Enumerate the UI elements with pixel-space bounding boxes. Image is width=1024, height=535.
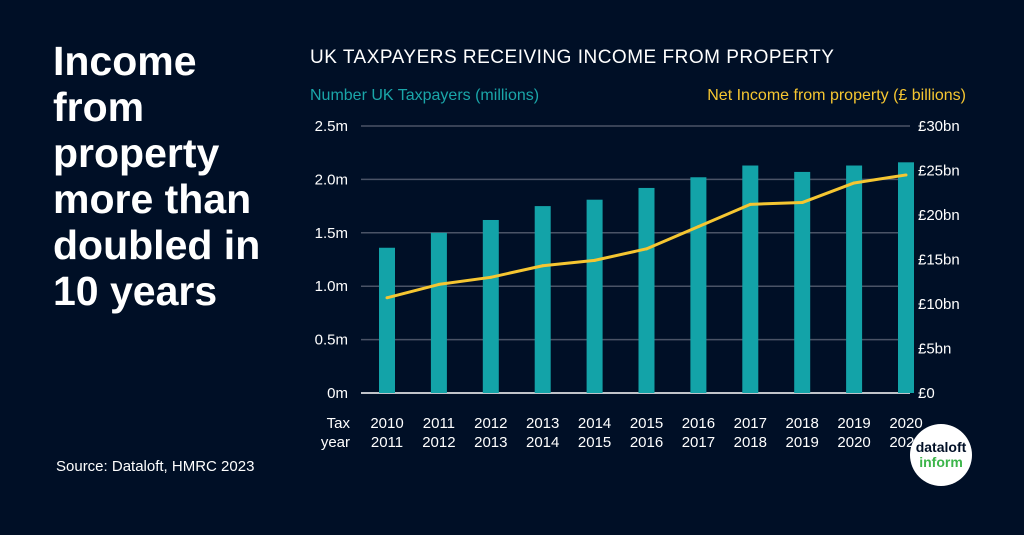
y-left-tick-label: 1.0m bbox=[315, 278, 348, 295]
x-tick-label: 2015 bbox=[578, 434, 611, 451]
x-tick-label: 2011 bbox=[371, 434, 403, 451]
y-left-tick-label: 0.5m bbox=[315, 332, 348, 349]
x-tick-label: 2020 bbox=[837, 434, 870, 451]
bar bbox=[742, 165, 759, 393]
x-tick-label: 2013 bbox=[526, 415, 559, 432]
x-axis-label: year bbox=[321, 434, 350, 451]
bar bbox=[586, 199, 603, 393]
bar bbox=[898, 162, 914, 393]
x-tick-label: 2020 bbox=[889, 415, 922, 432]
income-point bbox=[593, 258, 597, 262]
x-tick-label: 2016 bbox=[682, 415, 715, 432]
income-point bbox=[385, 296, 389, 300]
x-tick-label: 2018 bbox=[786, 415, 819, 432]
x-tick-label: 2013 bbox=[474, 434, 507, 451]
bar bbox=[638, 187, 655, 393]
y-right-tick-label: £15bn bbox=[918, 252, 960, 269]
dataloft-logo: dataloft inform bbox=[910, 424, 972, 486]
bar bbox=[430, 232, 447, 393]
income-point bbox=[904, 173, 908, 177]
right-axis-legend: Net Income from property (£ billions) bbox=[707, 87, 966, 104]
y-right-tick-label: £20bn bbox=[918, 207, 960, 224]
y-right-tick-label: £30bn bbox=[918, 118, 960, 135]
income-point bbox=[437, 282, 441, 286]
x-tick-label: 2010 bbox=[370, 415, 403, 432]
income-point bbox=[696, 225, 700, 229]
x-tick-label: 2011 bbox=[423, 415, 455, 432]
income-point bbox=[541, 264, 545, 268]
x-tick-label: 2018 bbox=[734, 434, 767, 451]
y-left-tick-label: 0m bbox=[327, 385, 348, 402]
x-tick-label: 2017 bbox=[734, 415, 767, 432]
x-tick-label: 2012 bbox=[422, 434, 455, 451]
y-right-tick-label: £10bn bbox=[918, 296, 960, 313]
y-left-tick-label: 2.0m bbox=[315, 171, 348, 188]
y-right-tick-label: £25bn bbox=[918, 163, 960, 180]
x-tick-label: 2015 bbox=[630, 415, 663, 432]
bar bbox=[690, 177, 707, 393]
chart-title: UK TAXPAYERS RECEIVING INCOME FROM PROPE… bbox=[310, 47, 835, 68]
y-right-tick-label: £0 bbox=[918, 385, 935, 402]
x-tick-label: 2019 bbox=[786, 434, 819, 451]
income-point bbox=[748, 202, 752, 206]
x-tick-label: 2016 bbox=[630, 434, 663, 451]
source-note: Source: Dataloft, HMRC 2023 bbox=[56, 458, 255, 475]
x-tick-label: 2017 bbox=[682, 434, 715, 451]
income-point bbox=[489, 275, 493, 279]
bar bbox=[534, 206, 551, 393]
x-tick-label: 2012 bbox=[474, 415, 507, 432]
headline: Income from property more than doubled i… bbox=[53, 38, 261, 314]
x-tick-label: 2019 bbox=[837, 415, 870, 432]
left-axis-legend: Number UK Taxpayers (millions) bbox=[310, 87, 540, 104]
bar bbox=[846, 165, 863, 393]
y-right-tick-label: £5bn bbox=[918, 341, 951, 358]
y-left-tick-label: 2.5m bbox=[315, 118, 348, 135]
income-point bbox=[852, 181, 856, 185]
x-tick-label: 2014 bbox=[578, 415, 611, 432]
income-point bbox=[645, 247, 648, 251]
x-tick-label: 2014 bbox=[526, 434, 559, 451]
bar bbox=[482, 219, 499, 393]
bar bbox=[794, 171, 811, 393]
income-point bbox=[800, 201, 804, 205]
bar bbox=[379, 247, 395, 393]
y-left-tick-label: 1.5m bbox=[315, 225, 348, 242]
x-axis-label: Tax bbox=[327, 415, 351, 432]
